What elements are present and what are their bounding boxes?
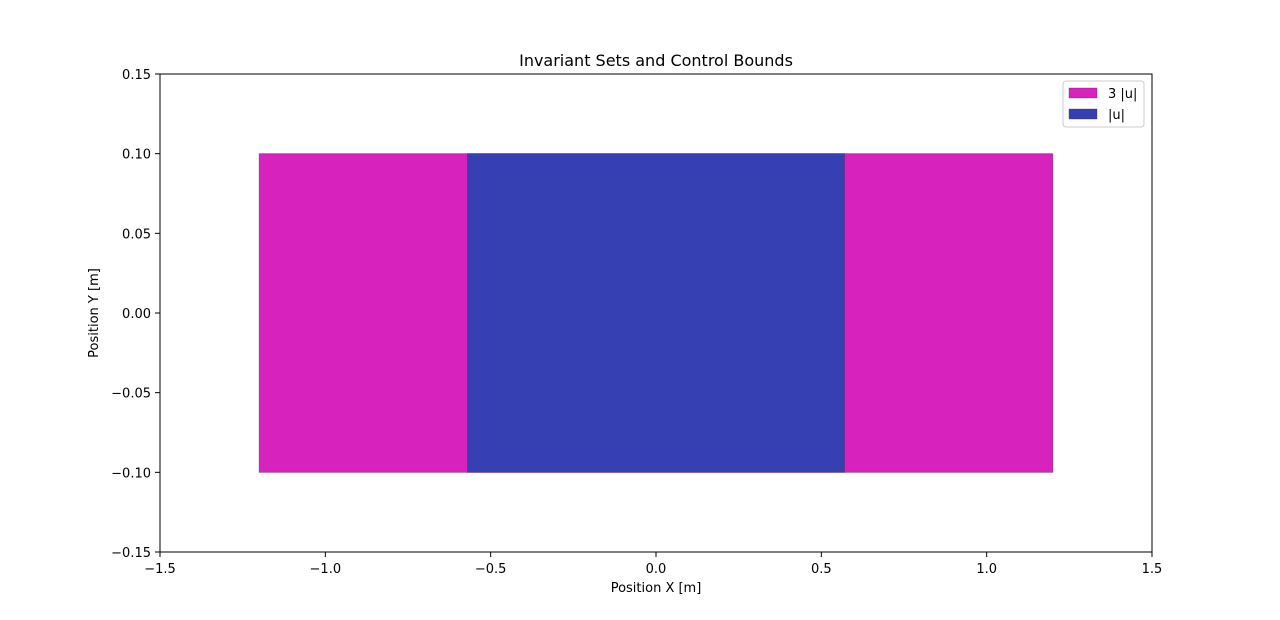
- y-tick-label: −0.05: [111, 387, 151, 402]
- legend-label: 3 |u|: [1108, 87, 1137, 102]
- y-tick-label: 0.05: [122, 227, 151, 242]
- x-axis: −1.5 −1.0 −0.5 0.0 0.5 1.0 1.5: [144, 552, 1162, 577]
- legend-label: |u|: [1108, 108, 1125, 123]
- x-tick-label: 0.0: [646, 562, 667, 577]
- chart-title: Invariant Sets and Control Bounds: [519, 51, 793, 70]
- y-tick-label: 0.00: [122, 307, 151, 322]
- y-tick-label: 0.15: [122, 68, 151, 83]
- x-tick-label: 0.5: [811, 562, 832, 577]
- regions-layer: [258, 153, 1054, 473]
- x-tick-label: −1.0: [310, 562, 342, 577]
- x-axis-title: Position X [m]: [611, 581, 702, 596]
- legend: 3 |u| |u|: [1062, 80, 1145, 128]
- x-tick-label: 1.0: [976, 562, 997, 577]
- legend-swatch: [1068, 108, 1098, 120]
- y-tick-label: −0.10: [111, 466, 151, 481]
- y-tick-label: 0.10: [122, 148, 151, 163]
- y-tick-label: −0.15: [111, 546, 151, 561]
- legend-swatch: [1068, 87, 1098, 99]
- y-axis-title: Position Y [m]: [87, 268, 102, 358]
- y-axis: −0.15 −0.10 −0.05 0.00 0.05 0.10 0.15: [111, 68, 160, 561]
- x-tick-label: −1.5: [144, 562, 176, 577]
- x-tick-label: −0.5: [475, 562, 507, 577]
- region-u: [467, 153, 845, 473]
- x-tick-label: 1.5: [1142, 562, 1163, 577]
